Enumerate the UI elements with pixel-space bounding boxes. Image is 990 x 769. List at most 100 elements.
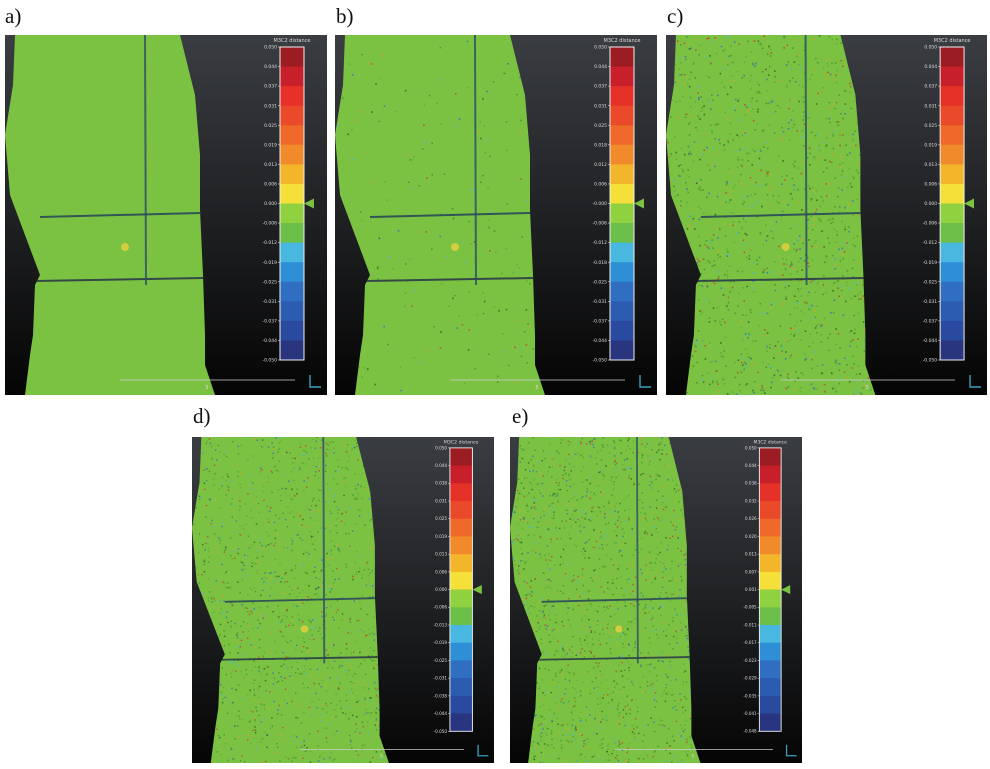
texture-dot xyxy=(444,173,446,175)
texture-dot xyxy=(440,347,442,349)
texture-dot xyxy=(711,265,713,267)
texture-dot xyxy=(570,442,571,443)
texture-dot xyxy=(670,661,671,662)
texture-dot xyxy=(256,657,258,658)
texture-dot xyxy=(204,549,206,550)
texture-dot xyxy=(679,74,681,76)
texture-dot xyxy=(658,491,659,492)
texture-dot xyxy=(377,723,379,724)
texture-dot xyxy=(271,492,273,493)
texture-dot xyxy=(674,136,676,138)
texture-dot xyxy=(844,207,846,209)
texture-dot xyxy=(626,725,627,726)
texture-dot xyxy=(826,167,828,169)
texture-dot xyxy=(662,437,663,438)
colorbar-label: -0.018 xyxy=(592,260,607,266)
texture-dot xyxy=(627,642,628,643)
texture-dot xyxy=(634,737,635,738)
texture-dot xyxy=(739,321,741,323)
texture-dot xyxy=(279,563,281,564)
texture-dot xyxy=(282,619,284,620)
texture-dot xyxy=(662,587,663,588)
texture-dot xyxy=(255,496,257,497)
defect xyxy=(782,243,790,251)
texture-dot xyxy=(533,518,534,519)
texture-dot xyxy=(575,493,576,494)
texture-dot xyxy=(375,690,377,691)
texture-dot xyxy=(409,259,411,261)
texture-dot xyxy=(641,462,642,463)
texture-dot xyxy=(533,741,534,742)
texture-dot xyxy=(313,683,315,684)
texture-dot xyxy=(260,656,262,657)
colorbar-label: -0.019 xyxy=(434,640,448,645)
texture-dot xyxy=(320,714,322,715)
texture-dot xyxy=(673,593,674,594)
texture-dot xyxy=(536,542,537,543)
texture-dot xyxy=(366,614,368,615)
texture-dot xyxy=(346,648,348,649)
texture-dot xyxy=(678,734,679,735)
texture-dot xyxy=(342,665,344,666)
texture-dot xyxy=(273,580,275,581)
texture-dot xyxy=(646,520,647,521)
texture-dot xyxy=(337,124,339,126)
texture-dot xyxy=(596,463,597,464)
colorbar-band xyxy=(280,67,304,87)
texture-dot xyxy=(868,377,870,379)
texture-dot xyxy=(646,755,647,756)
texture-dot xyxy=(656,675,657,676)
texture-dot xyxy=(715,214,717,216)
texture-dot xyxy=(278,605,280,606)
texture-dot xyxy=(763,35,765,37)
texture-dot xyxy=(364,744,366,745)
texture-dot xyxy=(572,636,573,637)
texture-dot xyxy=(327,483,329,484)
colorbar-label: 0.019 xyxy=(435,534,447,539)
texture-dot xyxy=(651,457,652,458)
texture-dot xyxy=(544,458,545,459)
texture-dot xyxy=(759,92,761,94)
texture-dot xyxy=(478,131,480,133)
texture-dot xyxy=(767,313,769,315)
texture-dot xyxy=(242,562,244,563)
texture-dot xyxy=(272,472,274,473)
texture-dot xyxy=(277,451,279,452)
texture-dot xyxy=(737,100,739,102)
texture-dot xyxy=(594,687,595,688)
colorbar-band xyxy=(759,554,781,572)
texture-dot xyxy=(284,592,286,593)
texture-dot xyxy=(640,569,641,570)
texture-dot xyxy=(213,598,215,599)
texture-dot xyxy=(245,574,247,575)
texture-dot xyxy=(827,337,829,339)
texture-dot xyxy=(791,119,793,121)
texture-dot xyxy=(327,661,329,662)
texture-dot xyxy=(553,605,554,606)
texture-dot xyxy=(734,185,736,187)
texture-dot xyxy=(549,579,550,580)
texture-dot xyxy=(782,160,784,162)
texture-dot xyxy=(565,759,566,760)
texture-dot xyxy=(728,168,730,170)
texture-dot xyxy=(630,664,631,665)
texture-dot xyxy=(592,732,593,733)
texture-dot xyxy=(274,538,276,539)
colorbar-label: -0.050 xyxy=(923,358,938,364)
texture-dot xyxy=(334,661,336,662)
texture-dot xyxy=(299,469,301,470)
texture-dot xyxy=(789,139,791,141)
texture-dot xyxy=(665,506,666,507)
texture-dot xyxy=(550,587,551,588)
texture-dot xyxy=(606,642,607,643)
texture-dot xyxy=(250,742,252,743)
texture-dot xyxy=(387,344,389,346)
texture-dot xyxy=(548,744,549,745)
texture-dot xyxy=(333,645,335,646)
texture-dot xyxy=(654,750,655,751)
colorbar-band xyxy=(610,301,634,321)
texture-dot xyxy=(226,611,228,612)
texture-dot xyxy=(340,655,342,656)
texture-dot xyxy=(770,387,772,389)
texture-dot xyxy=(515,382,517,384)
